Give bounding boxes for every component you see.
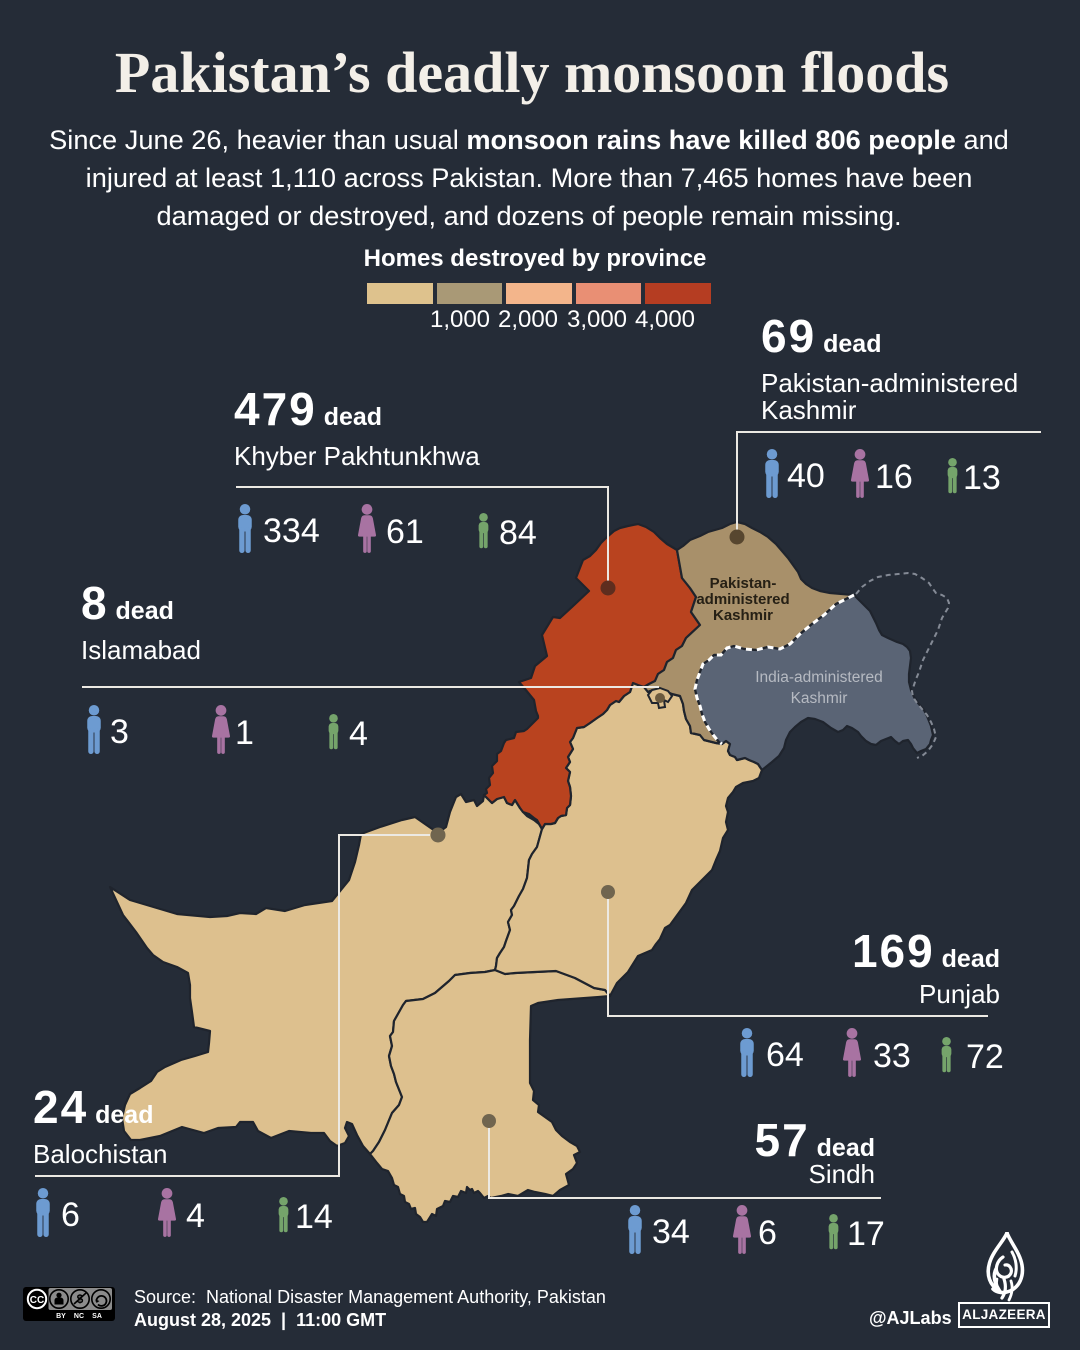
svg-text:CC: CC xyxy=(30,1295,44,1306)
